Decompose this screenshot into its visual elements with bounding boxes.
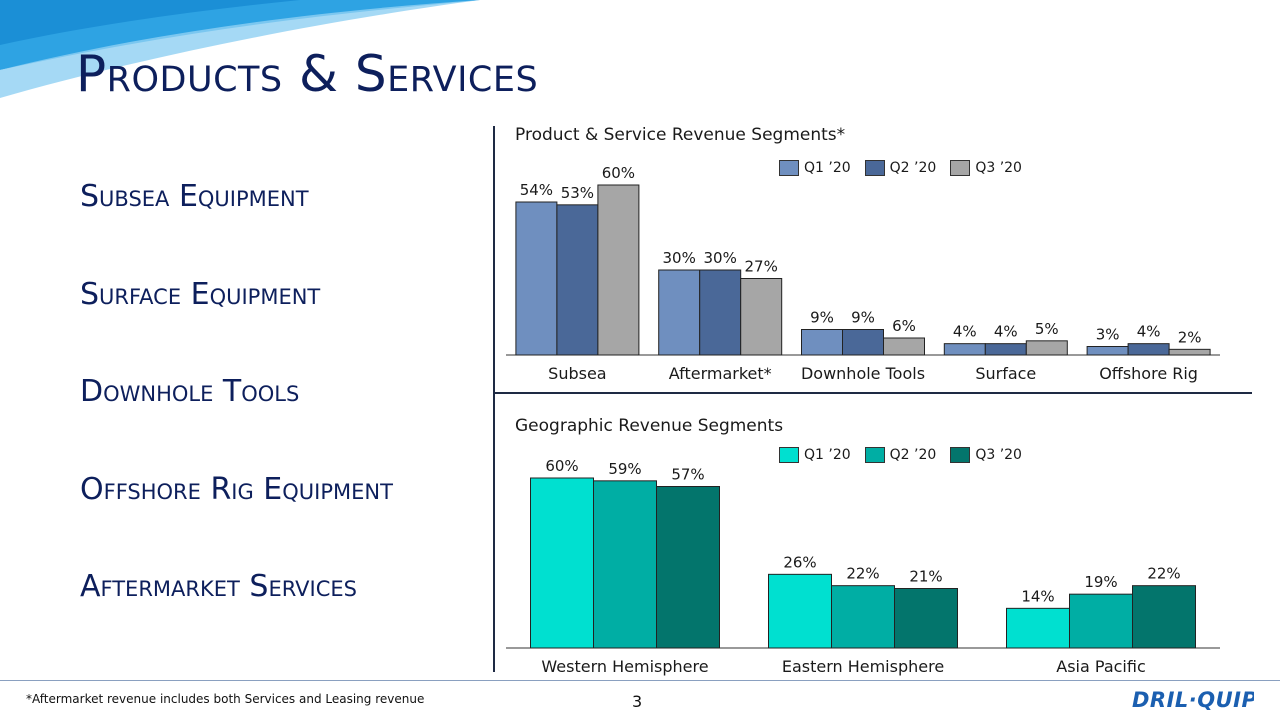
legend-swatch	[950, 160, 971, 176]
bar-1-1	[831, 585, 895, 649]
legend-label: Q3 ’20	[975, 447, 1022, 463]
bar-1-0	[768, 573, 832, 649]
bar-value-label: 22%	[846, 565, 879, 583]
bar-value-label: 30%	[704, 249, 737, 267]
bar-0-2	[597, 184, 640, 356]
legend-swatch	[950, 447, 971, 463]
bar-value-label: 54%	[520, 181, 553, 199]
category-label: Downhole Tools	[801, 364, 925, 383]
legend-swatch	[864, 160, 885, 176]
legend-swatch	[779, 160, 799, 176]
category-label: Asia Pacific	[1056, 657, 1145, 676]
bar-0-0	[530, 477, 594, 649]
bar-1-0	[658, 269, 701, 356]
legend-swatch	[779, 447, 799, 463]
bar-value-label: 19%	[1084, 573, 1117, 591]
bar-value-label: 22%	[1147, 565, 1180, 583]
bar-value-label: 30%	[663, 249, 696, 267]
dril-quip-logo: DRIL·QUIP	[1132, 688, 1254, 712]
bar-0-1	[556, 204, 599, 356]
category-label: Western Hemisphere	[541, 657, 708, 676]
bar-1-2	[894, 588, 958, 649]
horizontal-divider	[493, 392, 1252, 394]
bar-value-label: 3%	[1096, 326, 1120, 344]
bar-2-2	[883, 337, 925, 356]
page-number: 3	[632, 692, 643, 711]
segment-list: Subsea Equipment Surface Equipment Downh…	[80, 172, 480, 660]
legend-label: Q3 ’20	[975, 160, 1022, 176]
segment-item-aftermarket: Aftermarket Services	[80, 569, 357, 604]
bar-value-label: 21%	[909, 568, 942, 586]
bar-value-label: 27%	[745, 258, 778, 276]
bar-value-label: 53%	[561, 184, 594, 202]
category-label: Aftermarket*	[669, 364, 772, 383]
legend-item-q3: Q3 ’20	[950, 160, 1022, 176]
bar-value-label: 9%	[810, 309, 834, 327]
bar-value-label: 4%	[994, 323, 1018, 341]
category-label: Eastern Hemisphere	[782, 657, 944, 676]
product-chart-legend: Q1 ’20 Q2 ’20 Q3 ’20	[779, 160, 1022, 176]
legend-item-q2: Q2 ’20	[864, 447, 937, 463]
page-title: Products & Services	[76, 45, 539, 103]
category-label: Subsea	[548, 364, 606, 383]
segment-item-downhole: Downhole Tools	[80, 374, 300, 409]
geo-chart-title: Geographic Revenue Segments	[515, 416, 784, 436]
bar-value-label: 4%	[953, 323, 977, 341]
bar-value-label: 2%	[1178, 328, 1202, 346]
bar-value-label: 6%	[892, 317, 916, 335]
legend-label: Q1 ’20	[804, 447, 851, 463]
legend-item-q1: Q1 ’20	[779, 160, 851, 176]
vertical-divider	[493, 126, 495, 672]
bar-3-2	[1025, 340, 1068, 356]
category-label: Surface	[975, 364, 1036, 383]
legend-item-q2: Q2 ’20	[864, 160, 937, 176]
bar-value-label: 4%	[1137, 323, 1161, 341]
bar-1-1	[699, 269, 742, 356]
bar-value-label: 14%	[1021, 587, 1054, 605]
legend-label: Q2 ’20	[889, 447, 937, 463]
legend-label: Q2 ’20	[889, 160, 937, 176]
legend-swatch	[864, 447, 885, 463]
bar-1-2	[740, 278, 783, 356]
svg-text:DRIL·QUIP: DRIL·QUIP	[1132, 688, 1254, 712]
bar-2-2	[1132, 585, 1196, 649]
bar-value-label: 9%	[851, 309, 875, 327]
bar-0-2	[656, 486, 720, 649]
product-chart-title: Product & Service Revenue Segments*	[515, 125, 846, 145]
footnote: *Aftermarket revenue includes both Servi…	[26, 692, 425, 706]
bar-value-label: 60%	[602, 164, 635, 182]
bar-0-0	[515, 201, 558, 356]
bar-2-1	[842, 329, 884, 356]
bar-2-0	[1006, 607, 1070, 649]
segment-item-surface: Surface Equipment	[80, 276, 321, 312]
header-swoosh-graphic	[0, 0, 480, 98]
legend-item-q1: Q1 ’20	[779, 447, 851, 463]
bar-2-1	[1069, 593, 1133, 649]
segment-item-offshore-rig: Offshore Rig Equipment	[80, 471, 393, 507]
bar-value-label: 59%	[608, 460, 641, 478]
bar-value-label: 60%	[545, 457, 578, 475]
bar-0-1	[593, 480, 657, 649]
bar-4-2	[1168, 348, 1211, 356]
segment-item-subsea: Subsea Equipment	[80, 179, 309, 214]
bar-value-label: 26%	[783, 553, 816, 571]
bar-value-label: 5%	[1035, 320, 1059, 338]
footer-divider	[0, 680, 1280, 681]
legend-label: Q1 ’20	[804, 160, 851, 176]
legend-item-q3: Q3 ’20	[950, 447, 1022, 463]
bar-value-label: 57%	[671, 466, 704, 484]
category-label: Offshore Rig	[1099, 364, 1198, 383]
geo-chart-legend: Q1 ’20 Q2 ’20 Q3 ’20	[779, 447, 1022, 463]
